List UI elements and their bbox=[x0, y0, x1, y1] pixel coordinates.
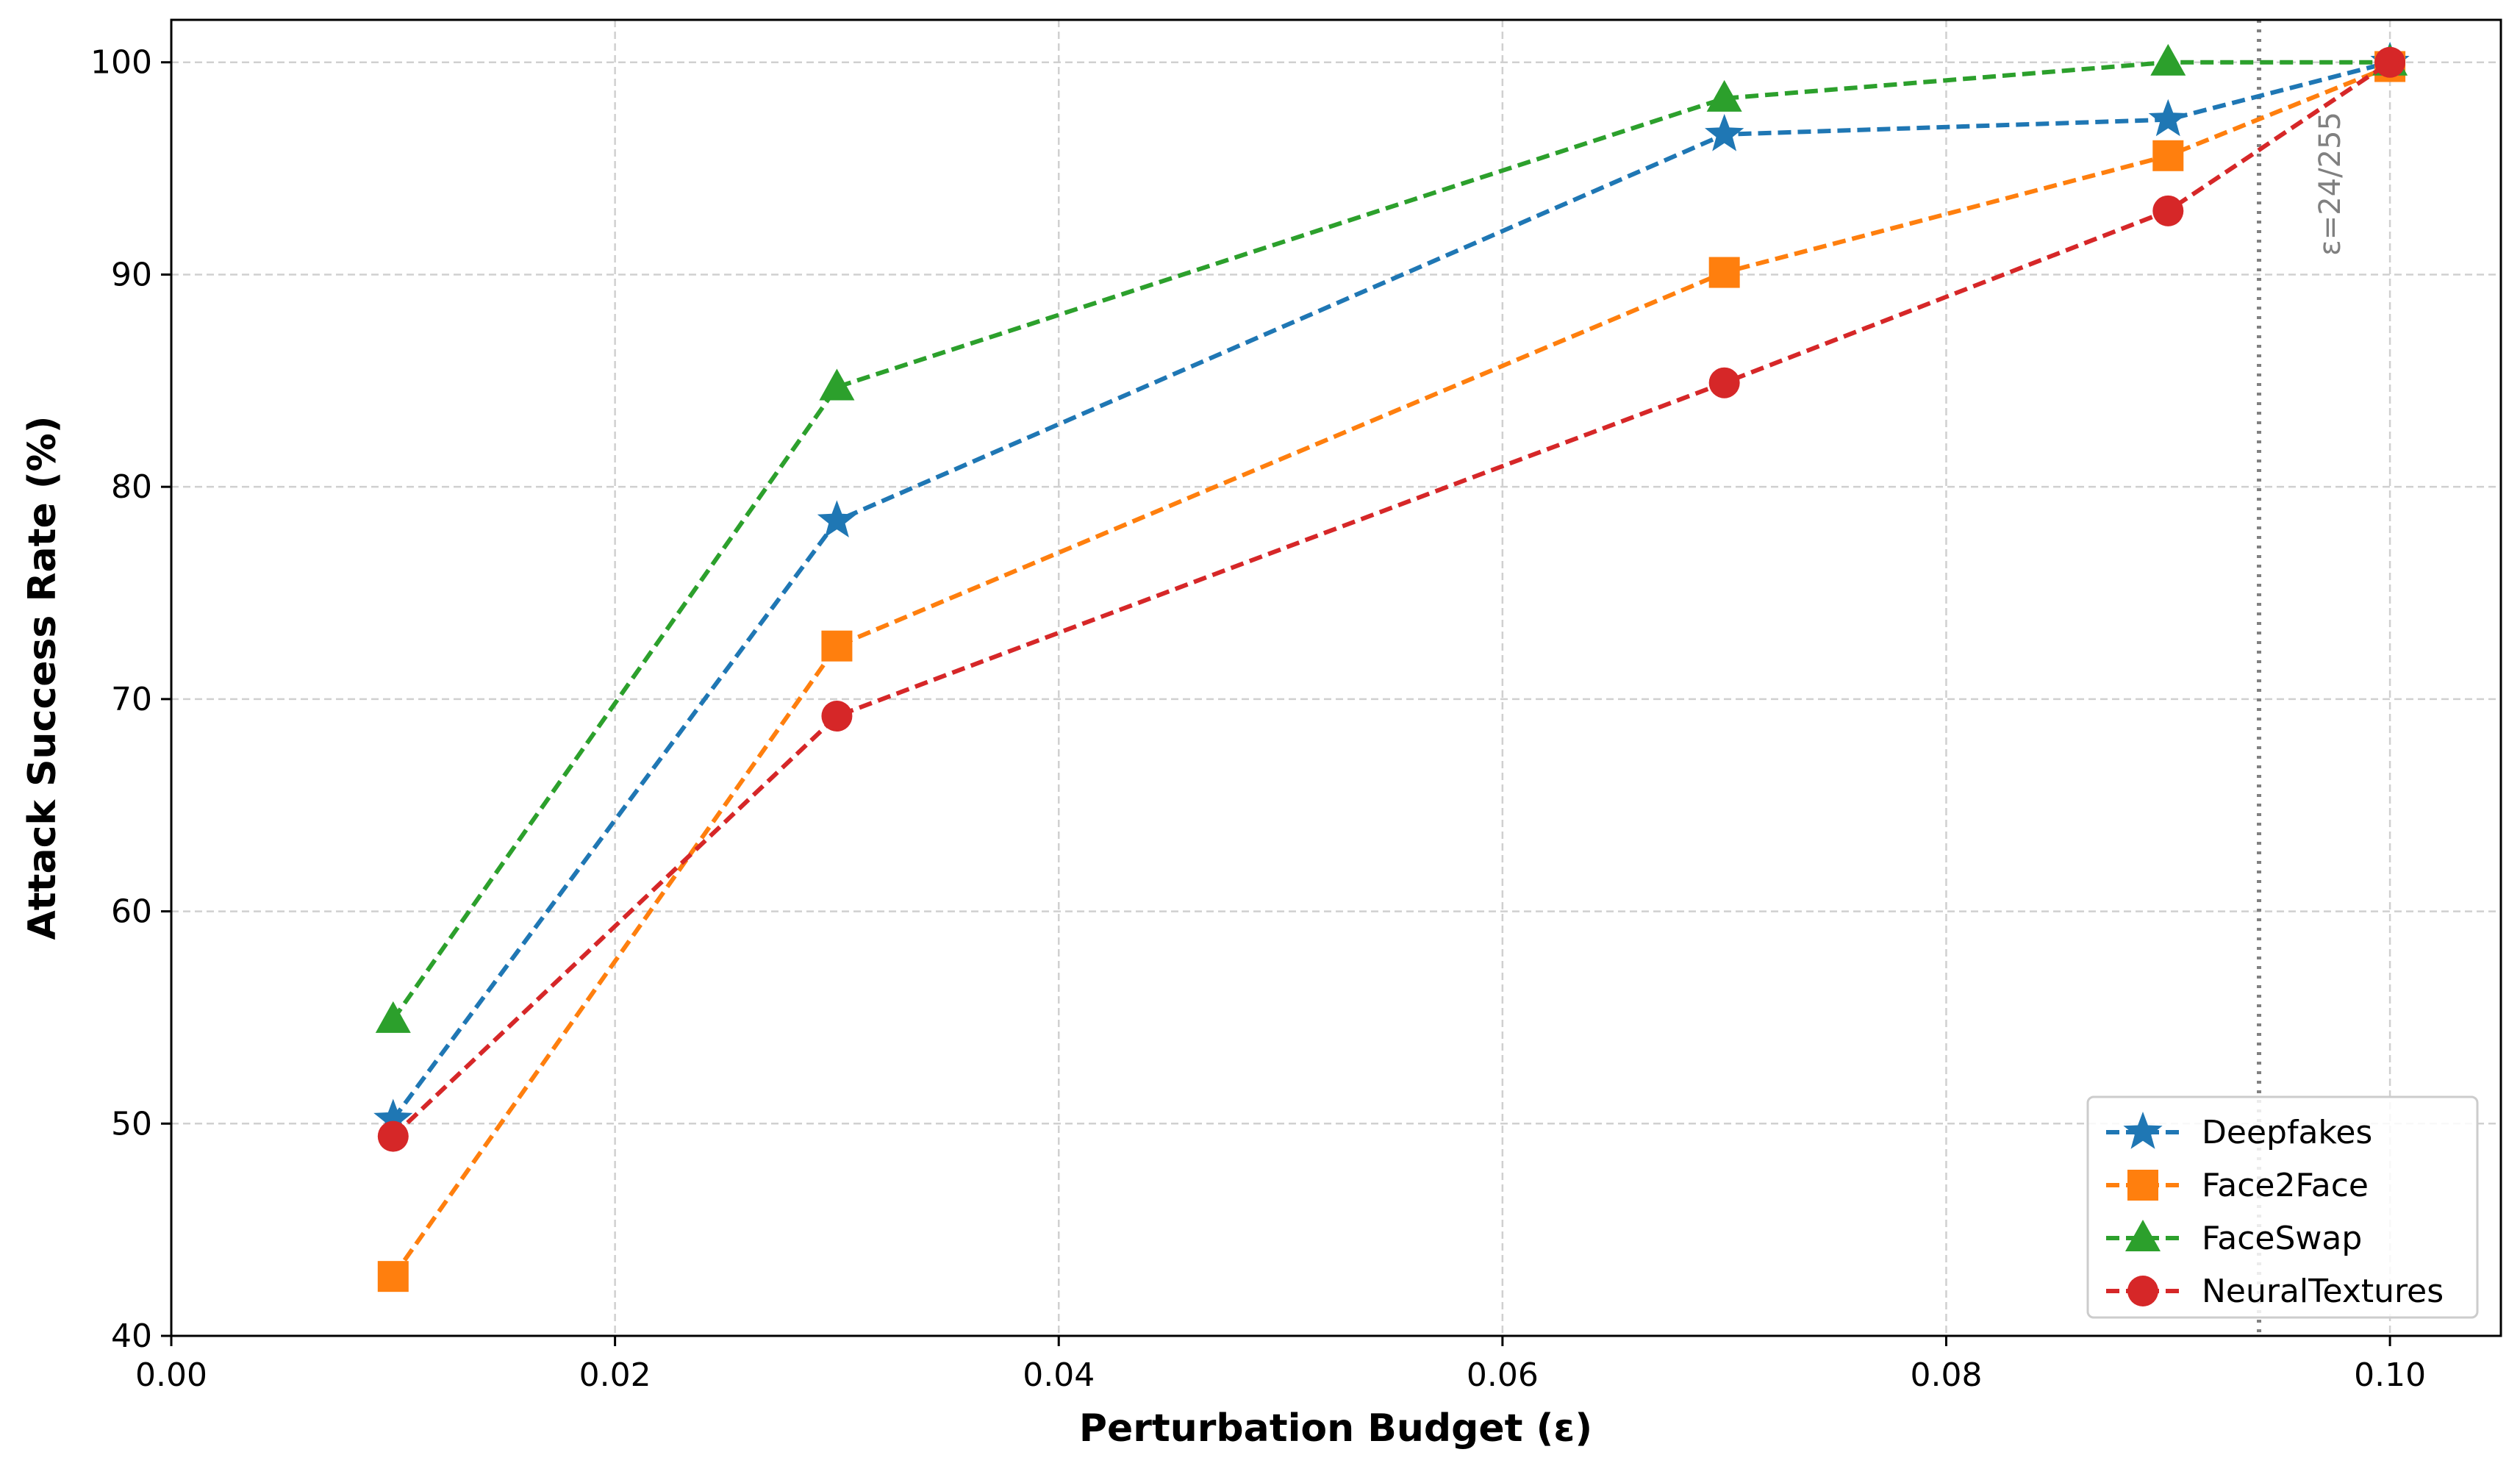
series-layer bbox=[373, 41, 2410, 1292]
data-point-neuraltextures bbox=[2374, 46, 2406, 78]
legend-label: NeuralTextures bbox=[2202, 1273, 2444, 1310]
data-point-faceswap bbox=[819, 368, 855, 401]
legend-marker bbox=[2125, 1220, 2161, 1251]
plot-frame bbox=[170, 18, 2502, 1337]
x-tick-label: 0.04 bbox=[1023, 1356, 1095, 1394]
x-axis-label: Perturbation Budget (ε) bbox=[1079, 1406, 1592, 1451]
data-point-face2face bbox=[377, 1261, 409, 1292]
legend-marker bbox=[2127, 1170, 2158, 1201]
legend-marker bbox=[2127, 1276, 2158, 1306]
data-point-face2face bbox=[1708, 257, 1740, 288]
vline-annotation-label: ε=24/255 bbox=[2313, 112, 2347, 256]
y-tick-label: 100 bbox=[90, 44, 152, 82]
data-point-face2face bbox=[821, 630, 853, 662]
data-point-deepfakes bbox=[2148, 99, 2188, 137]
legend-entry-neuraltextures: NeuralTextures bbox=[2106, 1273, 2444, 1310]
data-point-neuraltextures bbox=[821, 700, 853, 732]
data-point-faceswap bbox=[375, 1001, 411, 1033]
y-axis-label: Attack Success Rate (%) bbox=[21, 416, 65, 940]
legend-label: Face2Face bbox=[2202, 1167, 2369, 1204]
data-point-deepfakes bbox=[817, 500, 857, 537]
x-tick-label: 0.08 bbox=[1910, 1356, 1982, 1394]
x-tick-label: 0.06 bbox=[1467, 1356, 1539, 1394]
data-point-neuraltextures bbox=[1708, 367, 1740, 398]
x-tick-label: 0.00 bbox=[135, 1356, 207, 1394]
data-point-face2face bbox=[2152, 140, 2184, 171]
legend-entry-face2face: Face2Face bbox=[2106, 1167, 2369, 1204]
y-tick-label: 70 bbox=[111, 681, 152, 718]
data-point-faceswap bbox=[2150, 43, 2186, 76]
y-tick-label: 80 bbox=[111, 468, 152, 506]
data-point-deepfakes bbox=[373, 1098, 413, 1137]
x-tick-label: 0.10 bbox=[2354, 1356, 2426, 1394]
y-tick-label: 40 bbox=[111, 1317, 152, 1355]
data-point-deepfakes bbox=[1705, 113, 1744, 151]
y-tick-label: 60 bbox=[111, 893, 152, 931]
annotation-layer: ε=24/255 bbox=[2257, 20, 2347, 1336]
x-tick-label: 0.02 bbox=[579, 1356, 651, 1394]
data-point-neuraltextures bbox=[2152, 195, 2184, 226]
series-neuraltextures bbox=[377, 46, 2406, 1152]
legend-label: Deepfakes bbox=[2202, 1114, 2372, 1151]
legend: Deepfakes Face2Face FaceSwap NeuralTextures bbox=[2086, 1095, 2479, 1319]
series-line-faceswap bbox=[391, 60, 2391, 1021]
y-tick-label: 90 bbox=[111, 256, 152, 293]
legend-entry-deepfakes: Deepfakes bbox=[2106, 1112, 2372, 1151]
legend-entry-faceswap: FaceSwap bbox=[2106, 1220, 2362, 1257]
legend-marker bbox=[2123, 1112, 2163, 1149]
y-tick-label: 50 bbox=[111, 1105, 152, 1143]
legend-label: FaceSwap bbox=[2202, 1220, 2362, 1257]
legend-box bbox=[2086, 1095, 2479, 1319]
data-point-neuraltextures bbox=[377, 1120, 409, 1152]
data-point-faceswap bbox=[1706, 79, 1742, 112]
axis-layer: 0.00 0.02 0.04 0.06 0.08 0.10 40 50 60 70 80 90 100 bbox=[90, 44, 2426, 1394]
